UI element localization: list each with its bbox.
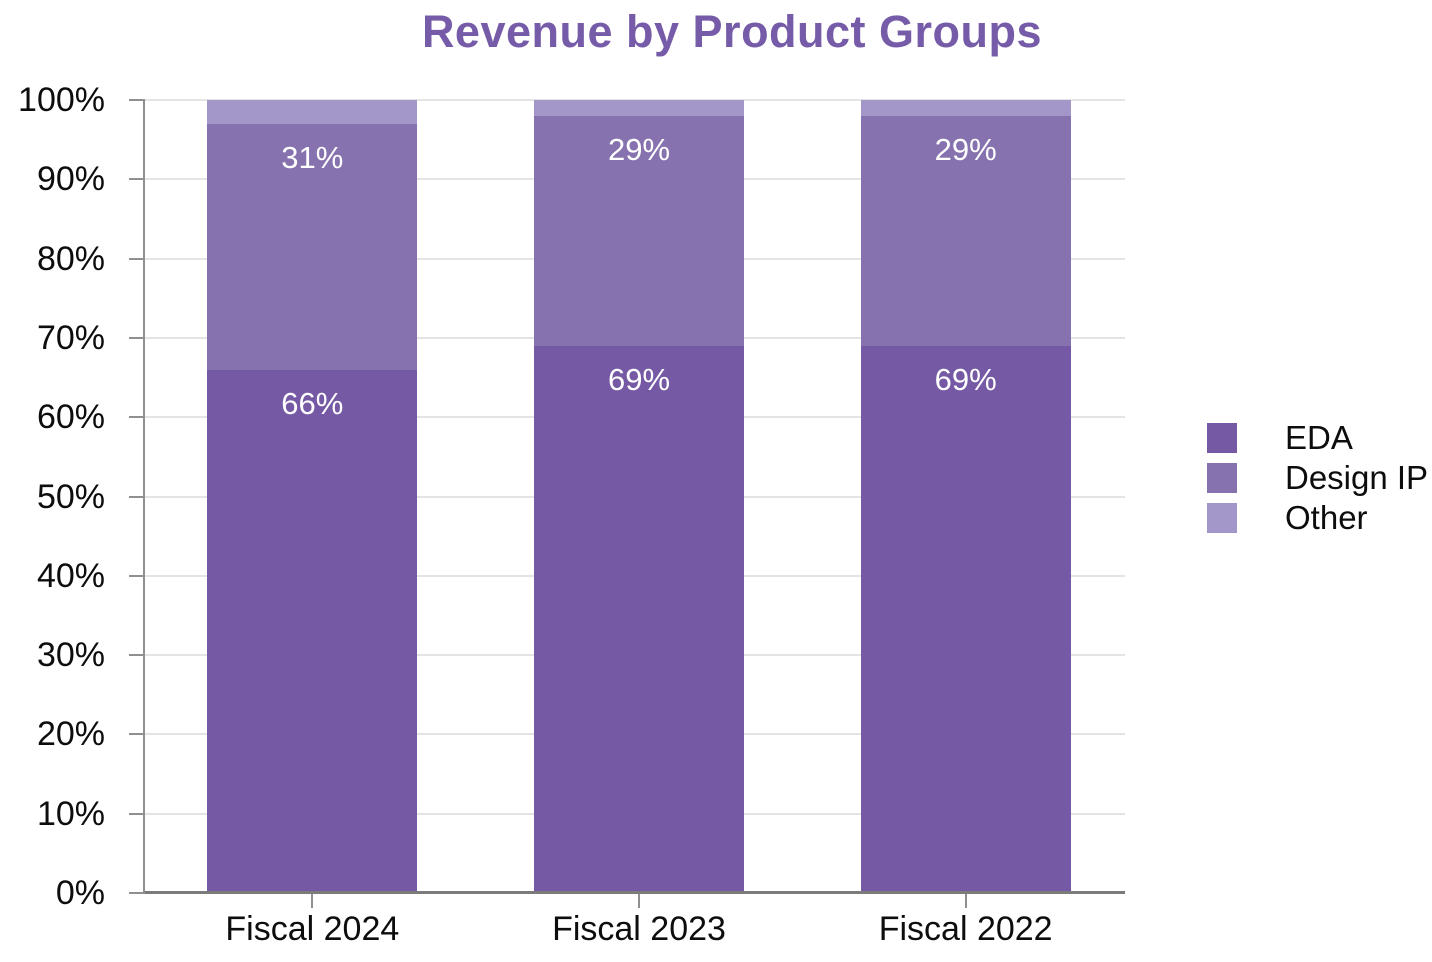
segment-design-ip <box>534 115 744 346</box>
x-category-label-1: Fiscal 2024 <box>225 910 400 948</box>
x-tick-3 <box>964 893 967 908</box>
legend-label: Design IP <box>1285 459 1429 496</box>
y-tick-50 <box>129 495 145 498</box>
segment-other <box>207 100 418 124</box>
legend: EDA Design IP Other <box>1207 419 1428 543</box>
data-label-design-ip: 29% <box>934 131 997 167</box>
data-label-design-ip: 29% <box>607 131 671 167</box>
y-tick-label-70: 70% <box>36 318 105 357</box>
y-tick-100 <box>129 99 145 101</box>
y-tick-label-100: 100% <box>18 81 105 119</box>
y-tick-30 <box>129 654 145 657</box>
data-label-eda: 66% <box>281 385 344 421</box>
legend-item-other: Other <box>1207 499 1428 536</box>
y-tick-60 <box>129 416 145 419</box>
y-tick-label-0: 0% <box>55 874 105 912</box>
legend-item-eda: EDA <box>1207 419 1428 456</box>
y-tick-label-60: 60% <box>36 398 105 437</box>
y-tick-label-10: 10% <box>36 794 105 833</box>
legend-swatch-icon <box>1207 503 1237 533</box>
legend-item-design-ip: Design IP <box>1207 459 1428 496</box>
legend-swatch-icon <box>1207 463 1237 493</box>
bar-fiscal-2022: 69% 29% <box>860 100 1071 893</box>
y-tick-20 <box>129 733 145 736</box>
x-tick-1 <box>311 893 314 908</box>
segment-eda <box>207 369 418 893</box>
y-tick-70 <box>129 336 145 339</box>
gridline-100 <box>145 99 1125 101</box>
legend-label: Other <box>1285 499 1368 536</box>
y-tick-label-90: 90% <box>36 160 105 199</box>
bar-fiscal-2024: 66% 31% <box>207 100 418 893</box>
data-label-eda: 69% <box>934 361 997 397</box>
data-label-eda: 69% <box>607 361 671 397</box>
plot-area: 66% 31% 69% 29% 69% 29% 0% 10% 20% 30% 40% 50% 60% 7… <box>18 81 1125 948</box>
segment-design-ip <box>860 115 1071 346</box>
segment-eda <box>860 345 1071 893</box>
y-tick-label-20: 20% <box>36 715 105 754</box>
data-label-design-ip: 31% <box>281 139 344 175</box>
segment-other <box>534 100 744 116</box>
legend-label: EDA <box>1285 419 1353 456</box>
y-tick-80 <box>129 257 145 260</box>
y-tick-label-80: 80% <box>36 239 105 278</box>
segment-eda <box>534 345 744 893</box>
bar-fiscal-2023: 69% 29% <box>534 100 744 893</box>
y-tick-0 <box>129 892 145 894</box>
legend-swatch-icon <box>1207 423 1237 453</box>
segment-design-ip <box>207 123 418 370</box>
y-tick-label-30: 30% <box>36 636 105 675</box>
x-tick-2 <box>638 893 640 908</box>
y-tick-90 <box>129 178 145 181</box>
x-category-label-2: Fiscal 2023 <box>552 910 726 948</box>
y-tick-label-40: 40% <box>36 556 105 595</box>
segment-other <box>860 100 1071 116</box>
y-tick-label-50: 50% <box>36 477 105 516</box>
x-axis-line <box>145 891 1125 894</box>
x-category-label-3: Fiscal 2022 <box>878 910 1053 948</box>
chart-title: Revenue by Product Groups <box>421 6 1043 57</box>
y-tick-10 <box>129 812 145 815</box>
y-tick-40 <box>129 574 145 577</box>
